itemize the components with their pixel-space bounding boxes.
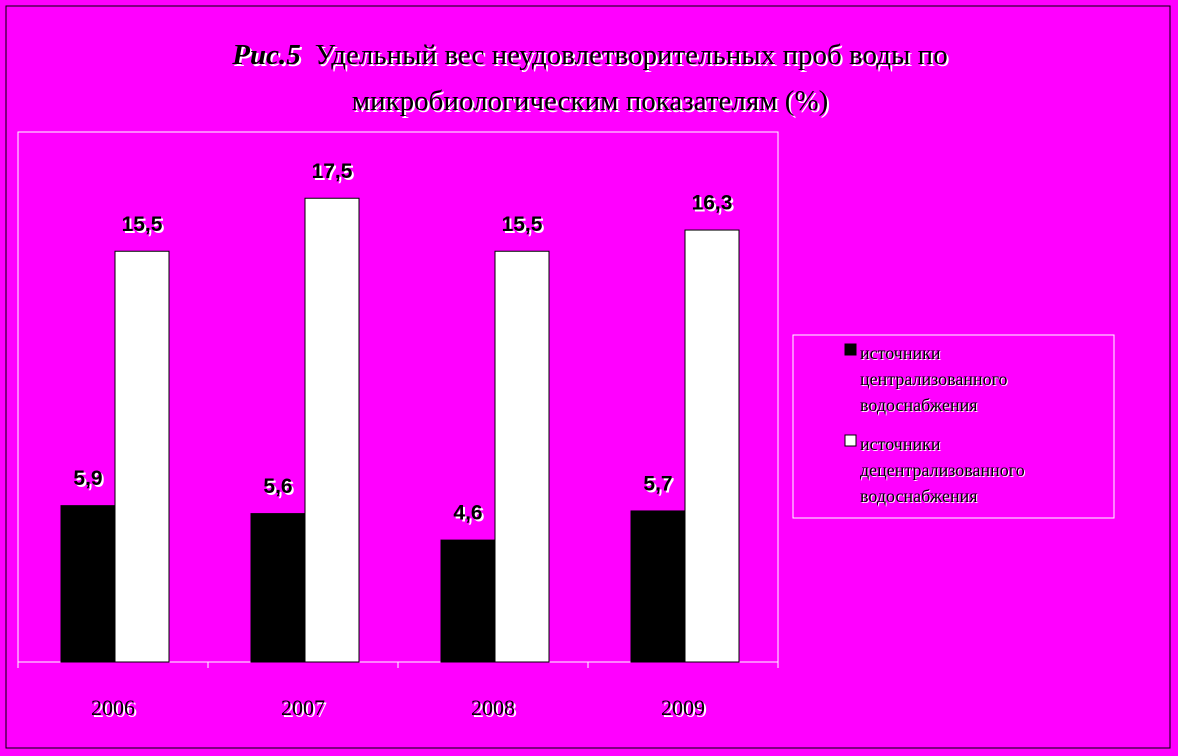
- legend-box: [792, 334, 1115, 519]
- bar: [114, 250, 170, 663]
- legend-line: источники: [860, 343, 945, 363]
- x-tick-label: 2008: [471, 695, 515, 720]
- legend-line: источники: [860, 434, 945, 454]
- legend-line: децентрализованного: [860, 460, 1029, 480]
- bar: [684, 229, 740, 663]
- value-label: 15,5: [122, 213, 163, 236]
- x-tick-label: 2006: [91, 695, 135, 720]
- legend-line: водоснабжения: [860, 395, 978, 415]
- legend-swatch: [844, 434, 857, 447]
- value-label: 15,5: [502, 213, 543, 236]
- legend-label: источники децентрализованного водоснабже…: [860, 434, 1029, 506]
- bar: [440, 539, 496, 663]
- value-label: 4,6: [453, 502, 482, 525]
- legend-swatch: [844, 343, 857, 356]
- value-label: 17,5: [312, 160, 353, 183]
- value-label: 16,3: [692, 192, 733, 215]
- bar: [494, 250, 550, 663]
- legend-line: централизованного: [860, 369, 1012, 389]
- bar: [60, 505, 116, 663]
- bar: [250, 513, 306, 663]
- figure-label: Рис.5: [232, 39, 301, 71]
- bar: [630, 510, 686, 663]
- title-text: Удельный вес неудовлетворительных проб в…: [314, 39, 948, 117]
- x-tick-label: 2007: [281, 695, 325, 720]
- bar: [304, 197, 360, 663]
- value-label: 5,6: [263, 475, 292, 498]
- chart-border: [5, 5, 1171, 749]
- value-label: 5,9: [73, 467, 102, 490]
- value-label: 5,7: [643, 472, 672, 495]
- x-tick-label: 2009: [661, 695, 705, 720]
- legend-line: водоснабжения: [860, 486, 978, 506]
- chart-title: Рис.5 Удельный вес неудовлетворительных п…: [150, 32, 1030, 124]
- legend-label: источники централизованного водоснабжени…: [860, 343, 1012, 415]
